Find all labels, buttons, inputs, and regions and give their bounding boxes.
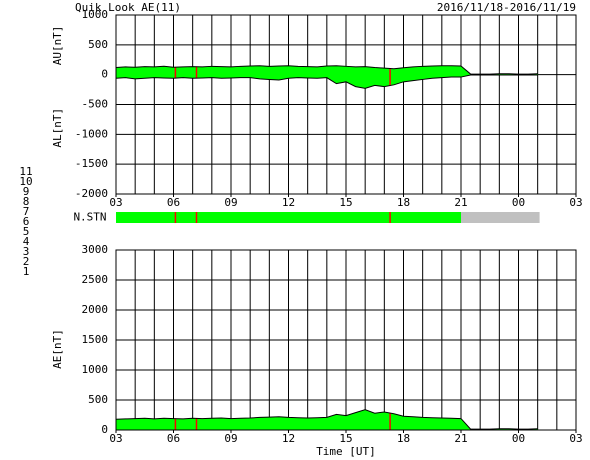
- area-fill: [116, 65, 538, 89]
- station-count-segment: [461, 212, 540, 223]
- y-tick-label: -2000: [75, 187, 108, 200]
- x-tick-label: 12: [282, 196, 295, 209]
- x-tick-label: 15: [339, 432, 352, 445]
- plot-frame: [115, 249, 577, 431]
- x-tick-label: 06: [167, 432, 180, 445]
- y-tick-label: 500: [88, 38, 108, 51]
- series-line: [115, 65, 538, 75]
- station-legend-label: 3: [23, 245, 30, 258]
- x-tick-label: 06: [167, 196, 180, 209]
- x-tick-label: 09: [224, 196, 237, 209]
- x-tick-label: 21: [454, 196, 467, 209]
- y-axis-label: AU[nT]: [51, 26, 64, 66]
- station-legend-label: 1: [23, 265, 30, 278]
- x-axis-label: Time [UT]: [316, 445, 376, 458]
- x-tick-label: 03: [569, 432, 582, 445]
- station-legend-label: 6: [23, 215, 30, 228]
- x-tick-label: 12: [282, 432, 295, 445]
- x-tick-label: 00: [512, 196, 525, 209]
- page-title: Quik Look AE(11): [75, 1, 181, 14]
- y-tick-label: 500: [88, 393, 108, 406]
- station-legend-label: 5: [23, 225, 30, 238]
- x-tick-label: 18: [397, 196, 410, 209]
- station-legend-label: 7: [23, 205, 30, 218]
- date-range: 2016/11/18-2016/11/19: [437, 1, 576, 14]
- x-tick-label: 03: [109, 432, 122, 445]
- y-tick-label: -500: [82, 98, 109, 111]
- y-tick-label: 1000: [82, 8, 109, 21]
- y-tick-label: 1500: [82, 333, 109, 346]
- x-tick-label: 03: [109, 196, 122, 209]
- station-legend-label: 11: [19, 165, 32, 178]
- y-tick-label: -1000: [75, 127, 108, 140]
- y-tick-label: 2500: [82, 273, 109, 286]
- station-legend-label: 8: [23, 195, 30, 208]
- x-tick-label: 09: [224, 432, 237, 445]
- y-tick-label: 1000: [82, 363, 109, 376]
- y-tick-label: -1500: [75, 157, 108, 170]
- status-label: N.STN: [73, 211, 106, 224]
- series-line: [115, 409, 538, 430]
- plot-frame: [115, 14, 577, 195]
- x-tick-label: 15: [339, 196, 352, 209]
- station-legend-label: 10: [19, 175, 32, 188]
- x-tick-label: 00: [512, 432, 525, 445]
- station-legend-label: 9: [23, 185, 30, 198]
- series-line: [115, 74, 538, 89]
- x-tick-label: 18: [397, 432, 410, 445]
- x-tick-label: 03: [569, 196, 582, 209]
- y-axis-label: AL[nT]: [51, 108, 64, 148]
- y-tick-label: 2000: [82, 303, 109, 316]
- area-fill: [116, 409, 538, 430]
- station-count-segment: [116, 212, 461, 223]
- y-axis-label: AE[nT]: [51, 329, 64, 369]
- y-tick-label: 0: [101, 423, 108, 436]
- station-legend-label: 4: [23, 235, 30, 248]
- x-tick-label: 21: [454, 432, 467, 445]
- y-tick-label: 3000: [82, 243, 109, 256]
- station-legend-label: 2: [23, 255, 30, 268]
- y-tick-label: 0: [101, 68, 108, 81]
